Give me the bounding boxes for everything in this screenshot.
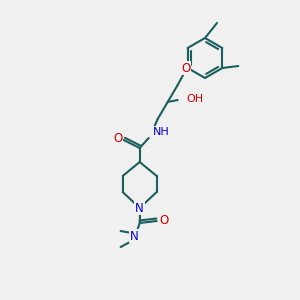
- Text: NH: NH: [153, 127, 169, 137]
- Text: N: N: [130, 230, 139, 242]
- Text: N: N: [135, 202, 144, 214]
- Text: O: O: [181, 61, 190, 74]
- Text: OH: OH: [187, 94, 204, 104]
- Text: O: O: [113, 133, 122, 146]
- Text: O: O: [159, 214, 168, 227]
